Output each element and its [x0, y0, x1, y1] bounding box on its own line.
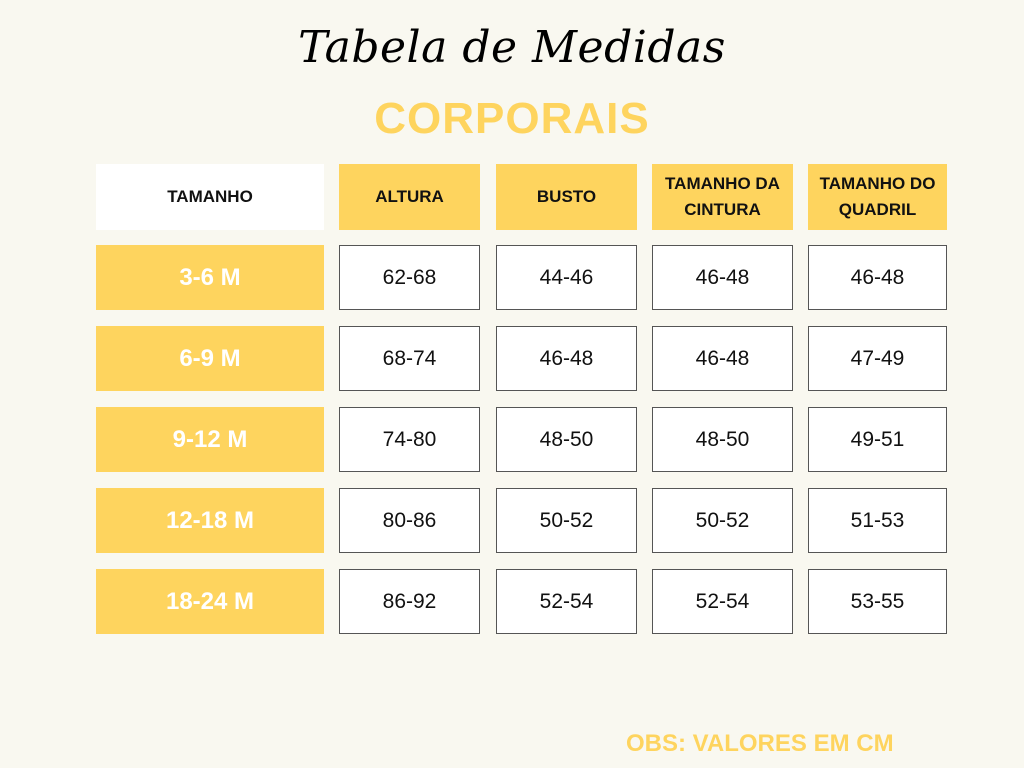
cintura-cell: 52-54 [652, 569, 793, 634]
busto-cell: 46-48 [496, 326, 637, 391]
cintura-cell: 50-52 [652, 488, 793, 553]
altura-cell: 86-92 [339, 569, 480, 634]
altura-cell: 62-68 [339, 245, 480, 310]
page-subtitle: CORPORAIS [374, 94, 650, 143]
quadril-cell: 53-55 [808, 569, 947, 634]
quadril-cell: 47-49 [808, 326, 947, 391]
size-cell: 3-6 M [96, 245, 324, 310]
units-note: OBS: VALORES EM CM [626, 730, 894, 757]
header-quadril: TAMANHO DO QUADRIL [808, 164, 947, 230]
size-cell: 9-12 M [96, 407, 324, 472]
size-cell: 18-24 M [96, 569, 324, 634]
header-busto: BUSTO [496, 164, 637, 230]
size-cell: 6-9 M [96, 326, 324, 391]
cintura-cell: 46-48 [652, 326, 793, 391]
altura-cell: 74-80 [339, 407, 480, 472]
header-altura: ALTURA [339, 164, 480, 230]
busto-cell: 44-46 [496, 245, 637, 310]
busto-cell: 52-54 [496, 569, 637, 634]
busto-cell: 50-52 [496, 488, 637, 553]
quadril-cell: 51-53 [808, 488, 947, 553]
quadril-cell: 49-51 [808, 407, 947, 472]
quadril-cell: 46-48 [808, 245, 947, 310]
busto-cell: 48-50 [496, 407, 637, 472]
size-cell: 12-18 M [96, 488, 324, 553]
cintura-cell: 46-48 [652, 245, 793, 310]
altura-cell: 68-74 [339, 326, 480, 391]
altura-cell: 80-86 [339, 488, 480, 553]
header-cintura: TAMANHO DA CINTURA [652, 164, 793, 230]
cintura-cell: 48-50 [652, 407, 793, 472]
page-title: Tabela de Medidas [298, 22, 726, 73]
header-tamanho: TAMANHO [96, 164, 324, 230]
